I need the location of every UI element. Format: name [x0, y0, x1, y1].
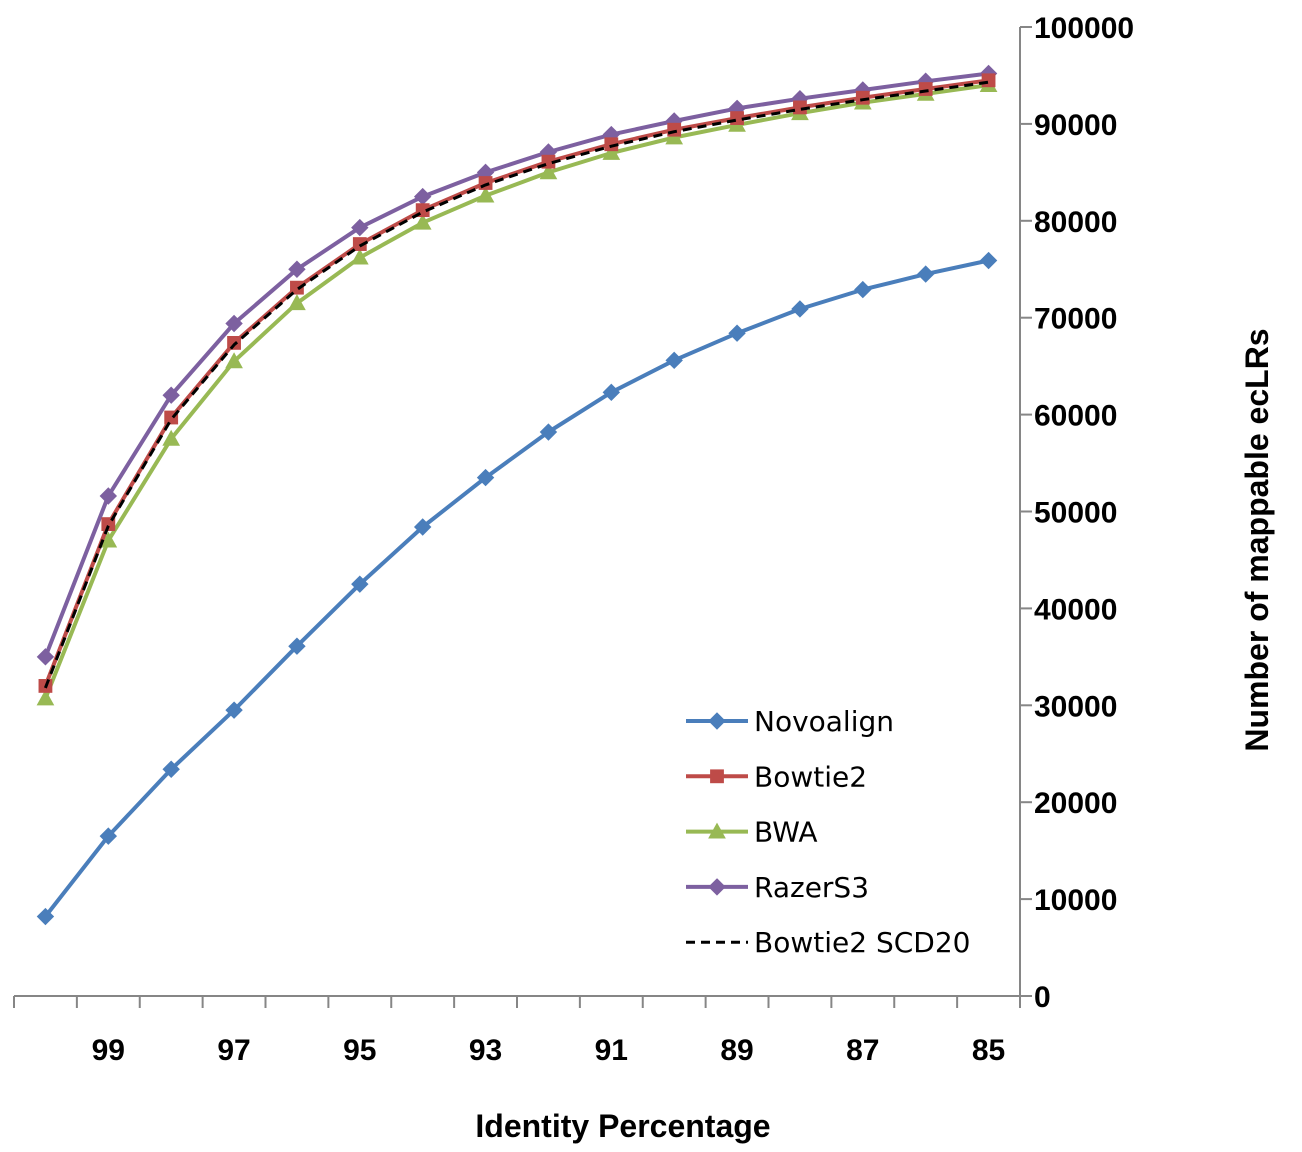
data-point-novoalign	[854, 280, 872, 299]
data-point-novoalign	[288, 637, 306, 655]
y-axis: 0 10000 20000 30000 40000 50000 60000 70000 8000…	[1019, 12, 1134, 1014]
series-line-bowtie2	[43, 78, 989, 687]
legend-entry-bwa: BWA	[686, 816, 818, 849]
data-point-bowtie2	[981, 73, 996, 88]
x-tick-label: 89	[720, 1034, 753, 1067]
data-point-razers3	[162, 386, 180, 404]
data-point-bwa	[225, 352, 243, 369]
y-tick-label: 20000	[1034, 787, 1117, 820]
data-point-novoalign	[162, 760, 180, 778]
series-line-razers3	[43, 71, 989, 658]
y-tick-label: 70000	[1034, 303, 1117, 336]
data-point-novoalign	[979, 251, 998, 270]
x-tick-label: 97	[217, 1034, 250, 1067]
data-point-bwa	[602, 143, 621, 160]
data-point-novoalign	[36, 907, 55, 926]
series-line-bowtie2-scd20	[44, 80, 989, 689]
y-tick-label: 100000	[1034, 12, 1134, 45]
y-tick-label: 10000	[1034, 884, 1117, 917]
legend-label: Bowtie2 SCD20	[754, 926, 970, 959]
legend-entry-bowtie2-scd20: Bowtie2 SCD20	[686, 926, 970, 959]
data-point-bwa	[476, 186, 495, 203]
data-point-novoalign	[916, 265, 935, 283]
x-tick-label: 91	[595, 1034, 628, 1067]
x-tick-label: 87	[846, 1034, 879, 1067]
x-axis-title: Identity Percentage	[475, 1108, 770, 1144]
series-line-novoalign	[43, 258, 990, 918]
data-point-bowtie2	[730, 111, 744, 125]
legend-entry-razers3: RazerS3	[686, 871, 869, 904]
data-point-razers3	[99, 487, 118, 505]
y-tick-label: 50000	[1034, 497, 1117, 530]
data-point-razers3	[225, 314, 243, 333]
data-point-novoalign	[225, 701, 243, 719]
x-tick-label: 99	[92, 1034, 125, 1067]
data-point-novoalign	[413, 518, 432, 536]
data-point-novoalign	[539, 423, 558, 441]
data-point-novoalign	[351, 575, 369, 593]
data-point-novoalign	[665, 351, 683, 370]
series-bowtie2	[38, 73, 996, 693]
y-axis-title: Number of mappable ecLRs	[1239, 328, 1275, 751]
data-point-novoalign	[791, 300, 809, 318]
legend-label: RazerS3	[754, 871, 869, 904]
legend-marker	[708, 822, 726, 839]
legend-marker	[708, 712, 726, 730]
data-point-bwa	[162, 429, 181, 446]
legend-marker	[710, 769, 724, 784]
legend-label: BWA	[754, 816, 818, 849]
data-point-novoalign	[99, 827, 118, 845]
x-tick-label: 95	[343, 1034, 376, 1067]
data-point-novoalign	[728, 324, 746, 342]
series-layer	[36, 64, 998, 926]
x-tick-label: 93	[469, 1034, 502, 1067]
legend-label: Novoalign	[754, 705, 894, 738]
data-point-razers3	[351, 218, 369, 237]
series-razers3	[36, 64, 998, 666]
y-tick-label: 30000	[1034, 690, 1117, 723]
legend-entry-bowtie2: Bowtie2	[686, 760, 867, 793]
data-point-bwa	[288, 294, 306, 311]
data-point-razers3	[36, 648, 55, 666]
data-point-novoalign	[476, 468, 495, 487]
data-point-bowtie2	[478, 176, 493, 190]
data-point-bwa	[36, 689, 55, 706]
legend-label: Bowtie2	[754, 760, 867, 793]
data-point-bowtie2	[290, 280, 304, 295]
data-point-bwa	[413, 213, 432, 230]
y-tick-label: 90000	[1034, 109, 1117, 142]
y-tick-label: 60000	[1034, 400, 1117, 433]
legend-marker	[708, 878, 726, 896]
series-novoalign	[36, 251, 998, 926]
x-axis: 99 97 95 93 91 89 87 85	[13, 995, 1021, 1067]
data-point-novoalign	[602, 383, 621, 402]
x-tick-label: 85	[972, 1034, 1005, 1067]
y-tick-label: 40000	[1034, 593, 1117, 626]
y-tick-label: 0	[1034, 981, 1051, 1014]
data-point-bwa	[350, 248, 369, 265]
legend-entry-novoalign: Novoalign	[686, 705, 894, 738]
data-point-bowtie2	[918, 82, 933, 96]
data-point-bowtie2	[855, 90, 870, 105]
data-point-bowtie2	[101, 517, 116, 531]
data-point-razers3	[413, 187, 432, 206]
y-tick-label: 80000	[1034, 206, 1117, 239]
data-point-razers3	[288, 260, 306, 278]
data-point-bwa	[665, 128, 684, 145]
legend: Novoalign Bowtie2 BWA RazerS3 Bowtie2 SCD20	[686, 705, 970, 959]
series-line-bwa	[43, 83, 989, 700]
series-bowtie2-scd20	[44, 80, 989, 689]
data-point-bwa	[539, 163, 558, 180]
